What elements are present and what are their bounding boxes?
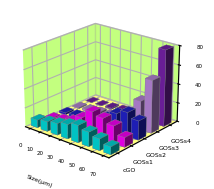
X-axis label: Size(μm): Size(μm): [26, 174, 54, 189]
